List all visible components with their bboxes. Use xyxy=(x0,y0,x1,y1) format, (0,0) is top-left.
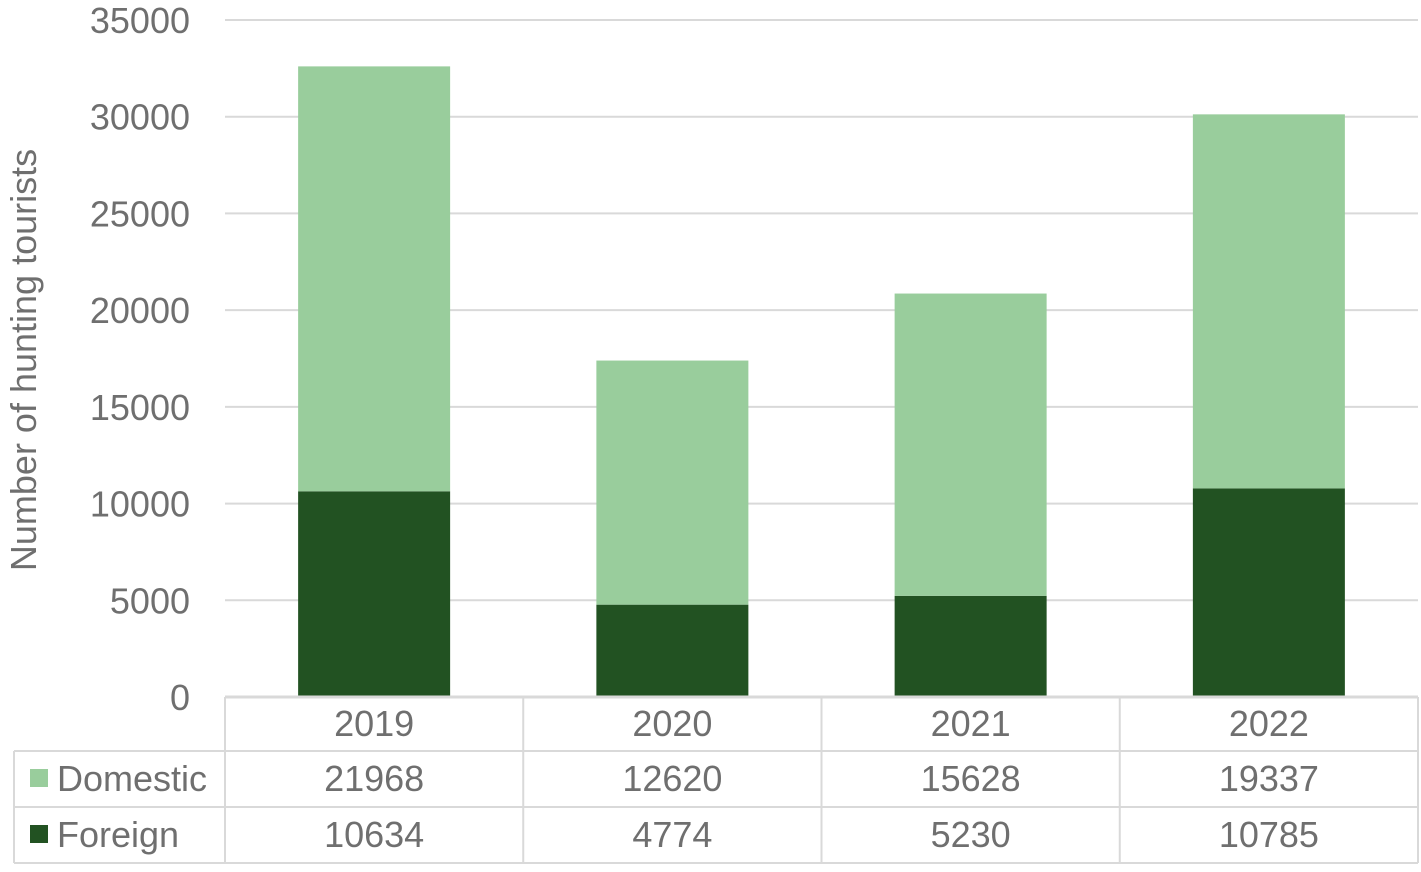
y-axis-label: Number of hunting tourists xyxy=(3,149,44,571)
bar-foreign-2022 xyxy=(1192,488,1345,697)
data-table: 2019 2020 2021 2022 Domestic 21968 12620 15628 1… xyxy=(13,695,1419,864)
y-tick-label: 10000 xyxy=(90,484,190,525)
bar-foreign-2019 xyxy=(298,491,451,697)
table-cell-value: 21968 xyxy=(324,758,424,799)
bar-domestic-2022 xyxy=(1192,114,1345,489)
x-tick-label: 2022 xyxy=(1229,703,1309,744)
table-cell-value: 12620 xyxy=(622,758,722,799)
bar-domestic-2020 xyxy=(596,360,749,605)
bars xyxy=(298,66,1345,697)
table-cell-value: 10634 xyxy=(324,814,424,855)
y-tick-label: 25000 xyxy=(90,193,190,234)
bar-foreign-2020 xyxy=(596,604,749,697)
table-cell-value: 5230 xyxy=(931,814,1011,855)
bar-foreign-2021 xyxy=(894,595,1047,697)
x-tick-label: 2019 xyxy=(334,703,414,744)
x-tick-label: 2020 xyxy=(632,703,712,744)
y-tick-label: 30000 xyxy=(90,97,190,138)
y-tick-label: 15000 xyxy=(90,387,190,428)
table-cell-value: 10785 xyxy=(1219,814,1319,855)
y-tick-label: 0 xyxy=(170,677,190,718)
table-cell-value: 15628 xyxy=(921,758,1021,799)
legend-label-foreign: Foreign xyxy=(57,814,179,855)
y-tick-label: 5000 xyxy=(110,580,190,621)
y-axis-ticks: 0 5000 10000 15000 20000 25000 30000 35000 xyxy=(90,0,190,718)
bar-domestic-2021 xyxy=(894,293,1047,596)
legend-label-domestic: Domestic xyxy=(57,758,207,799)
bar-domestic-2019 xyxy=(298,66,451,492)
table-cell-value: 19337 xyxy=(1219,758,1319,799)
x-tick-label: 2021 xyxy=(931,703,1011,744)
y-tick-label: 35000 xyxy=(90,0,190,41)
legend-key-domestic xyxy=(30,769,48,787)
table-cell-value: 4774 xyxy=(632,814,712,855)
y-tick-label: 20000 xyxy=(90,290,190,331)
legend-key-foreign xyxy=(30,825,48,843)
